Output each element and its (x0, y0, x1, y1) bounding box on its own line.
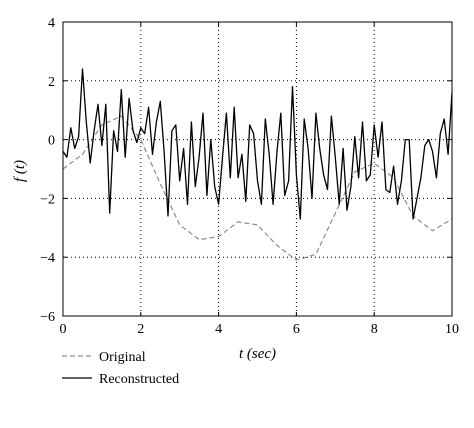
plot-frame (62, 21, 453, 317)
x-tick-label: 8 (371, 322, 378, 337)
series-line-original (62, 115, 453, 261)
legend-label-reconstructed: Reconstructed (99, 372, 179, 387)
y-tick-label: −2 (40, 192, 55, 207)
y-tick-labels: 4 2 0 −2 −4 −6 (40, 16, 452, 325)
x-tick-label: 2 (137, 322, 144, 337)
y-tick-label: 4 (48, 16, 55, 31)
y-tick-label: −4 (40, 251, 55, 266)
x-tick-label: 6 (293, 322, 300, 337)
y-tick-label: 0 (48, 134, 55, 149)
legend-label-original: Original (99, 350, 146, 365)
series-reconstructed (62, 68, 453, 220)
x-axis-label: t (sec) (239, 346, 276, 362)
series-original (62, 115, 453, 261)
x-tick-labels: 0 2 4 6 8 10 (60, 22, 459, 337)
x-tick-label: 4 (215, 322, 222, 337)
x-tick-label: 10 (445, 322, 459, 337)
y-axis-label: f (t) (12, 160, 28, 182)
grid-lines (63, 22, 452, 316)
y-tick-label: 2 (48, 75, 55, 90)
x-tick-label: 0 (60, 322, 67, 337)
legend: Original Reconstructed (62, 350, 179, 387)
y-tick-label: −6 (40, 310, 55, 325)
series-line-reconstructed (62, 68, 453, 220)
